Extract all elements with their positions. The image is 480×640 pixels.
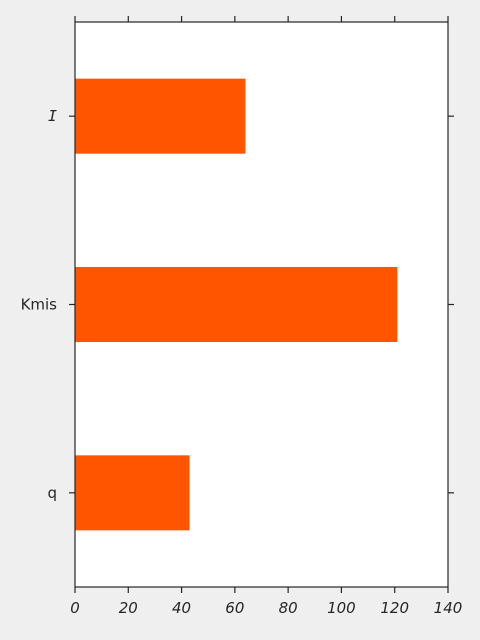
x-tick-label: 100 bbox=[327, 599, 356, 617]
y-tick-label-i: I bbox=[48, 107, 57, 125]
bar-i bbox=[75, 78, 246, 154]
plot-frame bbox=[74, 21, 449, 588]
y-tick-label-q: q bbox=[47, 484, 57, 502]
y-tick-label-kmis: Kmis bbox=[21, 296, 58, 314]
x-tick-label: 120 bbox=[380, 599, 409, 617]
x-tick-label: 60 bbox=[225, 599, 244, 617]
x-tick-label: 20 bbox=[119, 599, 138, 617]
x-tick-label: 0 bbox=[70, 599, 80, 617]
y-axis-ticks: q Kmis I bbox=[21, 107, 454, 502]
x-tick-label: 80 bbox=[279, 599, 298, 617]
bar-kmis bbox=[75, 267, 398, 342]
x-tick-label: 40 bbox=[172, 599, 191, 617]
bars-group bbox=[75, 78, 398, 531]
x-axis-ticks: 0 20 40 60 80 100 120 140 bbox=[70, 16, 462, 617]
x-tick-label: 140 bbox=[434, 599, 463, 617]
bar-q bbox=[75, 455, 190, 531]
